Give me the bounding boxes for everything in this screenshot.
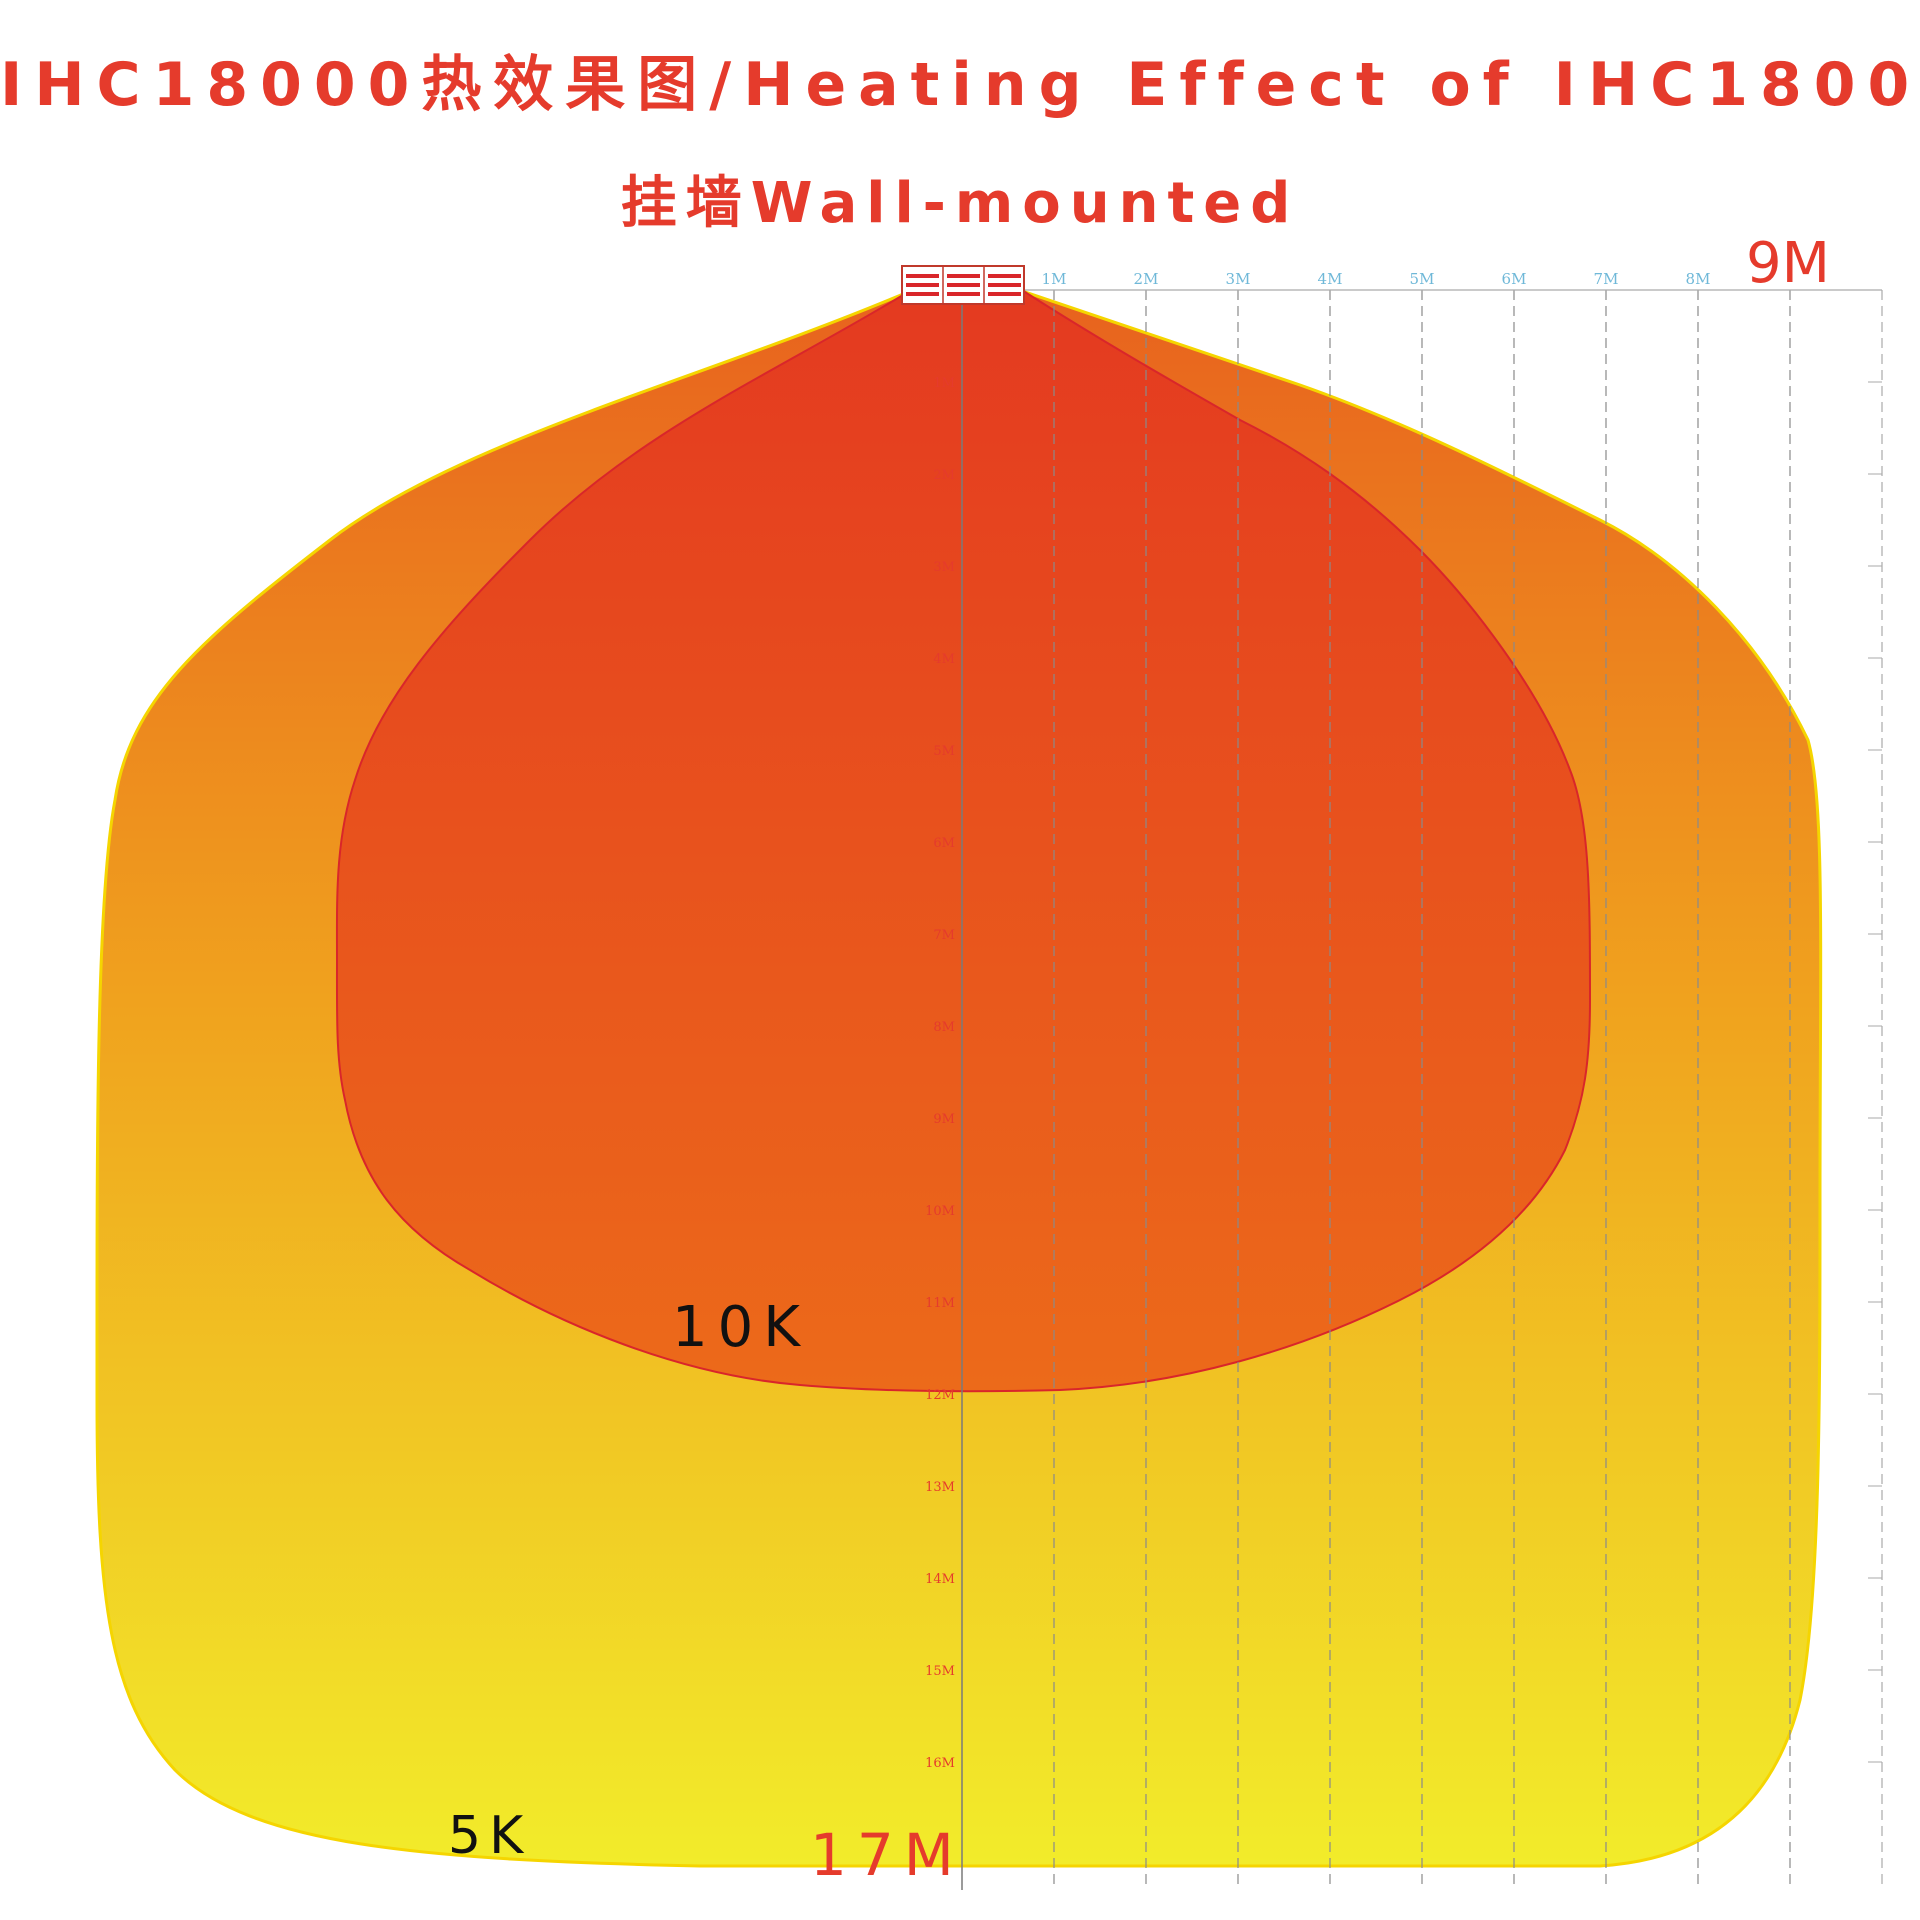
y-tick-label: 13M bbox=[925, 1480, 955, 1495]
y-tick-label: 8M bbox=[933, 1020, 955, 1035]
y-tick-label: 10M bbox=[925, 1204, 955, 1219]
zone-10k-inner bbox=[335, 291, 1592, 1393]
y-tick-label: 9M bbox=[933, 1112, 955, 1127]
y-tick-label: 1M bbox=[933, 376, 955, 391]
y-tick-label: 6M bbox=[933, 836, 955, 851]
x-tick-label: 2M bbox=[1134, 270, 1159, 288]
y-tick-label: 16M bbox=[925, 1756, 955, 1771]
x-tick-label: 7M bbox=[1594, 270, 1619, 288]
x-tick-label: 5M bbox=[1410, 270, 1435, 288]
max-width-label: 9M bbox=[1746, 231, 1830, 296]
page-title: IHC18000热效果图/Heating Effect of IHC18000 bbox=[0, 50, 1920, 120]
page-subtitle: 挂墙Wall-mounted bbox=[620, 171, 1300, 236]
heater-panel-icon bbox=[901, 265, 1025, 305]
y-tick-label: 7M bbox=[933, 928, 955, 943]
x-tick-labels: 1M 2M 3M 4M 5M 6M 7M 8M bbox=[1042, 270, 1711, 288]
y-tick-label: 11M bbox=[925, 1296, 955, 1311]
y-tick-labels: 1M 2M 3M 4M 5M 6M 7M 8M 9M 10M 11M 12M 1… bbox=[925, 376, 955, 1771]
max-depth-label: 17M bbox=[810, 1821, 964, 1889]
grid-lines bbox=[961, 289, 1883, 1890]
y-tick-label: 5M bbox=[933, 744, 955, 759]
y-tick-label: 14M bbox=[925, 1572, 955, 1587]
edge-ticks bbox=[1868, 381, 1882, 1763]
x-tick-label: 8M bbox=[1686, 270, 1711, 288]
x-tick-label: 1M bbox=[1042, 270, 1067, 288]
y-tick-label: 15M bbox=[925, 1664, 955, 1679]
inner-zone-label: 10K bbox=[672, 1295, 810, 1360]
y-tick-label: 4M bbox=[933, 652, 955, 667]
x-tick-label: 3M bbox=[1226, 270, 1251, 288]
x-tick-label: 4M bbox=[1318, 270, 1343, 288]
y-tick-label: 2M bbox=[933, 468, 955, 483]
y-tick-label: 12M bbox=[925, 1388, 955, 1403]
x-tick-label: 6M bbox=[1502, 270, 1527, 288]
outer-zone-label: 5K bbox=[448, 1806, 532, 1866]
y-tick-label: 3M bbox=[933, 560, 955, 575]
